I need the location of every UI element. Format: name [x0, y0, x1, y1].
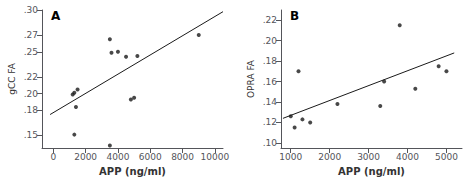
svg-text:6000: 6000: [139, 152, 162, 162]
svg-text:.22: .22: [263, 15, 277, 25]
svg-text:3000: 3000: [357, 152, 380, 162]
svg-text:.20: .20: [24, 89, 39, 99]
svg-text:gCC FA: gCC FA: [7, 62, 17, 94]
svg-text:B: B: [290, 9, 299, 23]
svg-text:.14: .14: [263, 97, 278, 107]
svg-text:5000: 5000: [435, 152, 458, 162]
svg-text:.20: .20: [263, 36, 278, 46]
svg-text:.27: .27: [24, 30, 38, 40]
svg-text:4000: 4000: [107, 152, 130, 162]
svg-text:OPRA FA: OPRA FA: [246, 59, 256, 98]
svg-text:.18: .18: [263, 56, 278, 66]
svg-text:A: A: [51, 9, 61, 23]
svg-text:APP (ng/ml): APP (ng/ml): [338, 166, 405, 177]
svg-text:.22: .22: [24, 72, 38, 82]
svg-text:1000: 1000: [279, 152, 302, 162]
svg-text:.16: .16: [263, 77, 278, 87]
svg-text:4000: 4000: [396, 152, 419, 162]
svg-text:8000: 8000: [171, 152, 194, 162]
svg-text:0: 0: [50, 152, 56, 162]
svg-text:.15: .15: [24, 130, 38, 140]
svg-text:.30: .30: [24, 5, 39, 15]
svg-text:.10: .10: [263, 138, 278, 148]
svg-text:APP (ng/ml): APP (ng/ml): [99, 166, 166, 177]
svg-text:2000: 2000: [318, 152, 341, 162]
svg-text:.12: .12: [263, 117, 277, 127]
svg-text:.18: .18: [24, 105, 39, 115]
svg-text:10000: 10000: [201, 152, 230, 162]
svg-text:2000: 2000: [74, 152, 97, 162]
svg-text:.25: .25: [24, 47, 38, 57]
